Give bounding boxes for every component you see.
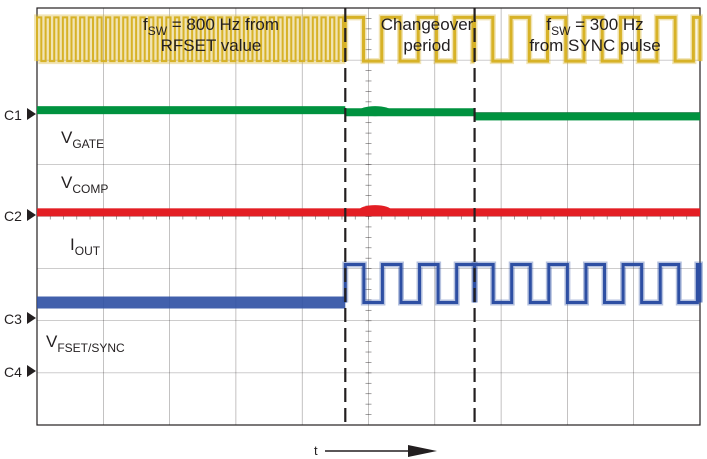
trace-label-vfset-sync: VFSET/SYNC (46, 332, 125, 355)
traces (34, 14, 703, 309)
trace-segment (37, 208, 346, 217)
trace-segment (36, 16, 346, 63)
svg-text:C2: C2 (4, 208, 22, 224)
transition-markers (344, 8, 476, 425)
trace-v-fset-sync (37, 261, 703, 309)
channel-marker-c1: C1 (4, 107, 36, 123)
trace-noise (471, 14, 703, 65)
trace-segment (345, 208, 475, 217)
channel-marker-c3: C3 (4, 311, 36, 327)
svg-text:C3: C3 (4, 311, 22, 327)
trace-noise (342, 261, 478, 306)
trace-segment (474, 112, 700, 121)
trace-bump (359, 205, 392, 216)
region-300hz-subtitle: from SYNC pulse (529, 36, 660, 55)
trace-bump (359, 106, 392, 117)
trace-noise (34, 14, 346, 65)
channel-marker-c4: C4 (4, 364, 36, 380)
region-changeover-title: Changeover (381, 15, 474, 34)
trace-noise (471, 261, 703, 306)
trace-v-gate (34, 14, 703, 65)
grid (36, 7, 701, 426)
svg-text:C4: C4 (4, 364, 22, 380)
trace-segment (37, 296, 346, 309)
region-800hz-title: fSW = 800 Hz from (143, 15, 279, 38)
svg-text:t: t (314, 443, 318, 458)
trace-segment (474, 208, 700, 217)
trace-segment (345, 108, 475, 117)
trace-v-comp (37, 106, 700, 121)
trace-label-iout: IOUT (70, 235, 101, 258)
trace-label-vgate: VGATE (61, 128, 104, 151)
region-300hz-title: fSW = 300 Hz (546, 15, 643, 38)
svg-text:C1: C1 (4, 107, 22, 123)
trace-i-out (37, 205, 700, 217)
trace-segment (473, 262, 702, 305)
time-axis-label: t (314, 443, 437, 458)
trace-label-vcomp: VCOMP (61, 173, 108, 196)
region-changeover-subtitle: period (403, 36, 450, 55)
trace-noise (342, 14, 476, 65)
channel-marker-c2: C2 (4, 208, 36, 224)
trace-segment (343, 15, 475, 63)
trace-segment (473, 15, 702, 63)
trace-segment (37, 106, 346, 115)
region-800hz-subtitle: RFSET value (161, 36, 262, 55)
trace-segment (343, 262, 477, 305)
